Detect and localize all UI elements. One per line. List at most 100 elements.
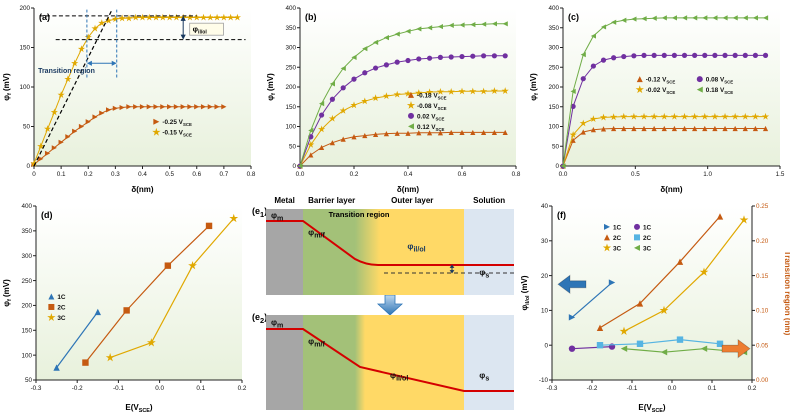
series-1C [568, 279, 616, 321]
svg-text:-0.18 VSCE: -0.18 VSCE [417, 92, 447, 100]
svg-text:0.10: 0.10 [756, 308, 769, 315]
svg-text:-0.12 VSCE: -0.12 VSCE [646, 77, 676, 85]
chart-panel-c: 0.0 0.5 1.0 1.5 0 50 100 150 200 250 300 350 400 δ(nm… [527, 0, 790, 196]
chart-panel-d: -0.3 -0.2 -0.1 0.0 0.1 0.2 50 100 150 200 250 300 35… [0, 196, 252, 414]
series-0.12 V_{SCE} [297, 21, 508, 169]
svg-text:2C: 2C [57, 304, 66, 311]
e2-potential-profile [266, 328, 514, 392]
svg-text:-0.2: -0.2 [72, 385, 83, 392]
transition-gradient-region [355, 209, 381, 295]
schematic-e1: Transition region φm φm/f φil/ol φs [266, 209, 514, 295]
svg-text:0.2: 0.2 [748, 385, 757, 392]
svg-text:Transition region: Transition region [38, 68, 95, 75]
header-solution: Solution [473, 196, 506, 205]
svg-text:150: 150 [21, 327, 32, 334]
svg-text:10: 10 [541, 308, 549, 315]
svg-text:δ(nm): δ(nm) [131, 185, 154, 194]
svg-text:300: 300 [285, 45, 296, 52]
svg-text:0.5: 0.5 [165, 171, 174, 178]
legend: -0.12 VSCE 0.08 VSCE -0.02 VSCE 0.18 VSCE [635, 76, 734, 95]
axes: 0.0 0.2 0.4 0.6 0.8 0 50 100 150 200 250 300 350 400 [285, 5, 520, 178]
svg-text:250: 250 [285, 64, 296, 71]
svg-text:0.8: 0.8 [247, 171, 256, 178]
svg-text:E(VSCE): E(VSCE) [125, 403, 153, 414]
header-metal: Metal [274, 196, 295, 205]
svg-text:3C: 3C [613, 245, 622, 252]
svg-text:(b): (b) [305, 12, 317, 22]
svg-text:-0.08 VSCE: -0.08 VSCE [417, 103, 447, 111]
barrier-layer-region [303, 315, 356, 410]
svg-text:-0.15 VSCE: -0.15 VSCE [162, 130, 192, 138]
svg-text:(a): (a) [39, 12, 50, 22]
svg-text:0.0: 0.0 [296, 171, 305, 178]
phi-ilol-label-e2: φil/ol [390, 370, 409, 383]
svg-text:0.08 VSCE: 0.08 VSCE [706, 77, 734, 85]
svg-text:Transition region (nm): Transition region (nm) [783, 251, 790, 336]
svg-text:30: 30 [541, 238, 549, 245]
header-barrier-layer: Barrier layer [308, 196, 356, 205]
svg-text:0: 0 [32, 171, 36, 178]
phi-s-label-e1: φs [479, 267, 490, 281]
legend: -0.18 VSCE -0.08 VSCE 0.02 VSCE 0.12 VSCE [406, 91, 447, 132]
svg-text:0.18 VSCE: 0.18 VSCE [706, 87, 734, 95]
svg-text:0.8: 0.8 [512, 171, 521, 178]
svg-text:50: 50 [552, 143, 560, 150]
e2-layers [266, 315, 514, 410]
svg-text:δ(nm): δ(nm) [397, 185, 420, 194]
svg-text:1C: 1C [643, 224, 652, 231]
svg-text:-0.3: -0.3 [547, 385, 558, 392]
axes: -0.3 -0.2 -0.1 0.0 0.1 0.2 -10 0 10 20 30 40 0.00 0.0… [539, 203, 769, 392]
svg-text:0.2: 0.2 [350, 171, 359, 178]
svg-text:250: 250 [548, 64, 559, 71]
svg-text:-0.02 VSCE: -0.02 VSCE [646, 87, 676, 95]
svg-text:40: 40 [541, 203, 549, 210]
svg-text:0.15: 0.15 [756, 273, 769, 280]
svg-text:(d): (d) [41, 210, 53, 220]
svg-text:φf (mV): φf (mV) [2, 279, 13, 307]
svg-text:150: 150 [548, 104, 559, 111]
svg-text:0: 0 [26, 163, 30, 170]
svg-text:0.1: 0.1 [196, 385, 205, 392]
svg-text:0.0: 0.0 [559, 171, 568, 178]
svg-text:-0.1: -0.1 [627, 385, 638, 392]
metal-region [266, 315, 304, 410]
svg-text:400: 400 [285, 5, 296, 12]
phi-m-label-e2: φm [270, 316, 284, 330]
svg-text:20: 20 [541, 273, 549, 280]
panel-e2-letter: (e2) [252, 312, 267, 325]
outer-layer-region [365, 315, 465, 410]
legend: 1C 1C 2C 2C 3C 3C [602, 223, 652, 252]
series-2C [596, 336, 724, 349]
svg-text:0.00: 0.00 [756, 377, 769, 384]
svg-text:1.0: 1.0 [703, 171, 712, 178]
svg-text:200: 200 [19, 5, 30, 12]
svg-text:200: 200 [21, 303, 32, 310]
phi-ilol-label-e1: φil/ol [407, 240, 426, 254]
svg-text:0: 0 [544, 342, 548, 349]
svg-text:0.0: 0.0 [668, 385, 677, 392]
svg-text:50: 50 [289, 143, 297, 150]
svg-text:0.25: 0.25 [756, 203, 769, 210]
solution-region [464, 209, 514, 295]
svg-text:0.12 VSCE: 0.12 VSCE [417, 124, 445, 132]
arrow-row [266, 295, 514, 315]
metal-region [266, 209, 304, 295]
chart-panel-b: 0.0 0.2 0.4 0.6 0.8 0 50 100 150 200 250 300 350 400 δ… [264, 0, 526, 196]
svg-text:-10: -10 [539, 377, 549, 384]
series-0.08 V_{SCE} [560, 52, 769, 169]
svg-text:2C: 2C [643, 235, 652, 242]
solution-region [464, 315, 514, 410]
svg-text:0.02 VSCE: 0.02 VSCE [417, 113, 445, 121]
chart-d: -0.3 -0.2 -0.1 0.0 0.1 0.2 50 100 150 200 250 300 35… [2, 203, 247, 414]
chart-a: 0 0.1 0.2 0.3 0.4 0.5 0.6 0.7 0.8 0 50 100 150 200 δ(n… [2, 5, 256, 194]
phi-s-label-e2: φs [479, 370, 490, 383]
legend: 1C 2C 3C [47, 293, 66, 322]
svg-text:350: 350 [285, 25, 296, 32]
svg-text:0.5: 0.5 [631, 171, 640, 178]
chart-f: -0.3 -0.2 -0.1 0.0 0.1 0.2 -10 0 10 20 30 40 0.00 0.0… [520, 203, 790, 414]
svg-text:1C: 1C [613, 224, 622, 231]
e1-layers [266, 209, 514, 295]
axes: 0.0 0.5 1.0 1.5 0 50 100 150 200 250 300 350 400 [548, 5, 784, 178]
svg-text:150: 150 [285, 104, 296, 111]
